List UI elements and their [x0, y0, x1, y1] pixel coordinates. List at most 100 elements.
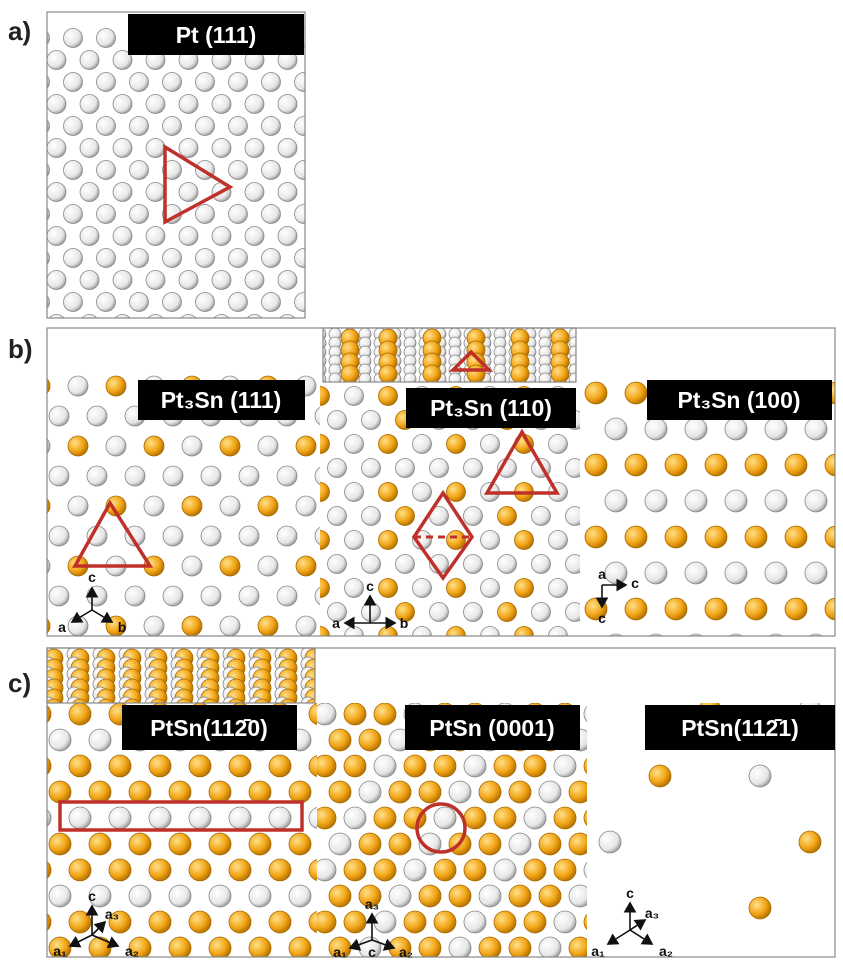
- pt-atom: [554, 911, 576, 933]
- sn-atom: [189, 911, 211, 933]
- view-title: PtSn(112̄1): [681, 715, 799, 741]
- pt-atom: [163, 293, 182, 312]
- pt-atom: [249, 885, 271, 907]
- pt-atom: [29, 807, 51, 829]
- pt-atom: [80, 271, 99, 290]
- pt-atom: [434, 807, 456, 829]
- pt-atom: [605, 490, 627, 512]
- pt-atom: [239, 526, 259, 546]
- sn-atom: [419, 781, 441, 803]
- axis-arrow: [630, 930, 652, 944]
- sn-atom: [511, 365, 529, 383]
- axis-label: c: [88, 888, 96, 904]
- pt-atom: [584, 703, 606, 725]
- pt-atom: [449, 937, 471, 959]
- sn-atom: [314, 755, 336, 777]
- pt-atom: [566, 459, 585, 478]
- sn-atom: [106, 376, 126, 396]
- sn-atom: [296, 556, 316, 576]
- sn-atom: [584, 755, 606, 777]
- pt-atom: [169, 885, 191, 907]
- pt-atom: [163, 249, 182, 268]
- axis-label: c: [368, 944, 376, 960]
- pt-atom: [109, 963, 131, 969]
- pt-atom: [295, 249, 314, 268]
- pt-atom: [130, 249, 149, 268]
- pt-atom: [277, 586, 297, 606]
- pt-atom: [278, 95, 297, 114]
- sn-atom: [585, 382, 607, 404]
- pt-atom: [765, 634, 787, 656]
- sn-atom: [329, 781, 351, 803]
- pt-atom: [113, 271, 132, 290]
- pt-atom: [87, 586, 107, 606]
- pt-atom: [296, 616, 316, 636]
- pt-atom: [554, 755, 576, 777]
- sn-atom: [344, 755, 366, 777]
- pt-atom: [245, 183, 264, 202]
- pt-atom: [144, 616, 164, 636]
- sn-atom: [625, 598, 647, 620]
- sn-atom: [665, 598, 687, 620]
- pt-atom: [328, 29, 347, 48]
- pt-atom: [113, 183, 132, 202]
- pt-atom: [605, 418, 627, 440]
- pt-atom: [569, 885, 591, 907]
- sn-atom: [149, 755, 171, 777]
- pt-atom: [245, 95, 264, 114]
- pt-atom: [278, 183, 297, 202]
- pt-atom: [404, 859, 426, 881]
- sn-atom: [68, 436, 88, 456]
- pt-atom: [68, 376, 88, 396]
- pt-atom: [49, 586, 69, 606]
- axis-label: a: [332, 615, 340, 631]
- sn-atom: [344, 703, 366, 725]
- pt-atom: [566, 555, 585, 574]
- pt-atom: [109, 807, 131, 829]
- pt-atom: [262, 161, 281, 180]
- sn-atom: [785, 454, 807, 476]
- pt-atom: [685, 562, 707, 584]
- pt-atom: [220, 616, 240, 636]
- pt-atom: [262, 117, 281, 136]
- sn-atom: [374, 859, 396, 881]
- pt-atom: [449, 373, 461, 385]
- pt-atom: [144, 496, 164, 516]
- sn-atom: [296, 436, 316, 456]
- sn-atom: [229, 755, 251, 777]
- pt-atom: [295, 73, 314, 92]
- sn-atom: [825, 454, 843, 476]
- pt-atom: [269, 963, 291, 969]
- view-title: PtSn (0001): [429, 715, 554, 741]
- view-title: Pt (111): [176, 22, 257, 48]
- sn-atom: [144, 436, 164, 456]
- sn-atom: [379, 483, 398, 502]
- sn-atom: [447, 579, 466, 598]
- sn-atom: [509, 885, 531, 907]
- sn-atom: [498, 507, 517, 526]
- sn-atom: [825, 526, 843, 548]
- pt-atom: [464, 459, 483, 478]
- pt-atom: [599, 831, 621, 853]
- pt-atom: [524, 963, 546, 969]
- pt-atom: [278, 227, 297, 246]
- pt-atom: [262, 73, 281, 92]
- pt-atom: [295, 117, 314, 136]
- axis-label: a₁: [53, 943, 67, 959]
- pt-atom: [295, 161, 314, 180]
- sn-atom: [89, 937, 111, 959]
- pt-atom: [245, 227, 264, 246]
- sn-atom: [479, 833, 501, 855]
- sn-atom: [434, 755, 456, 777]
- view-title: Pt₃Sn (100): [677, 387, 800, 413]
- pt-atom: [539, 373, 551, 385]
- pt-atom: [481, 435, 500, 454]
- pt-atom: [413, 435, 432, 454]
- pt-atom: [113, 139, 132, 158]
- pt-atom: [245, 139, 264, 158]
- pt-atom: [295, 293, 314, 312]
- pt-atom: [645, 562, 667, 584]
- sn-atom: [169, 781, 191, 803]
- sn-atom: [554, 807, 576, 829]
- pt-atom: [212, 139, 231, 158]
